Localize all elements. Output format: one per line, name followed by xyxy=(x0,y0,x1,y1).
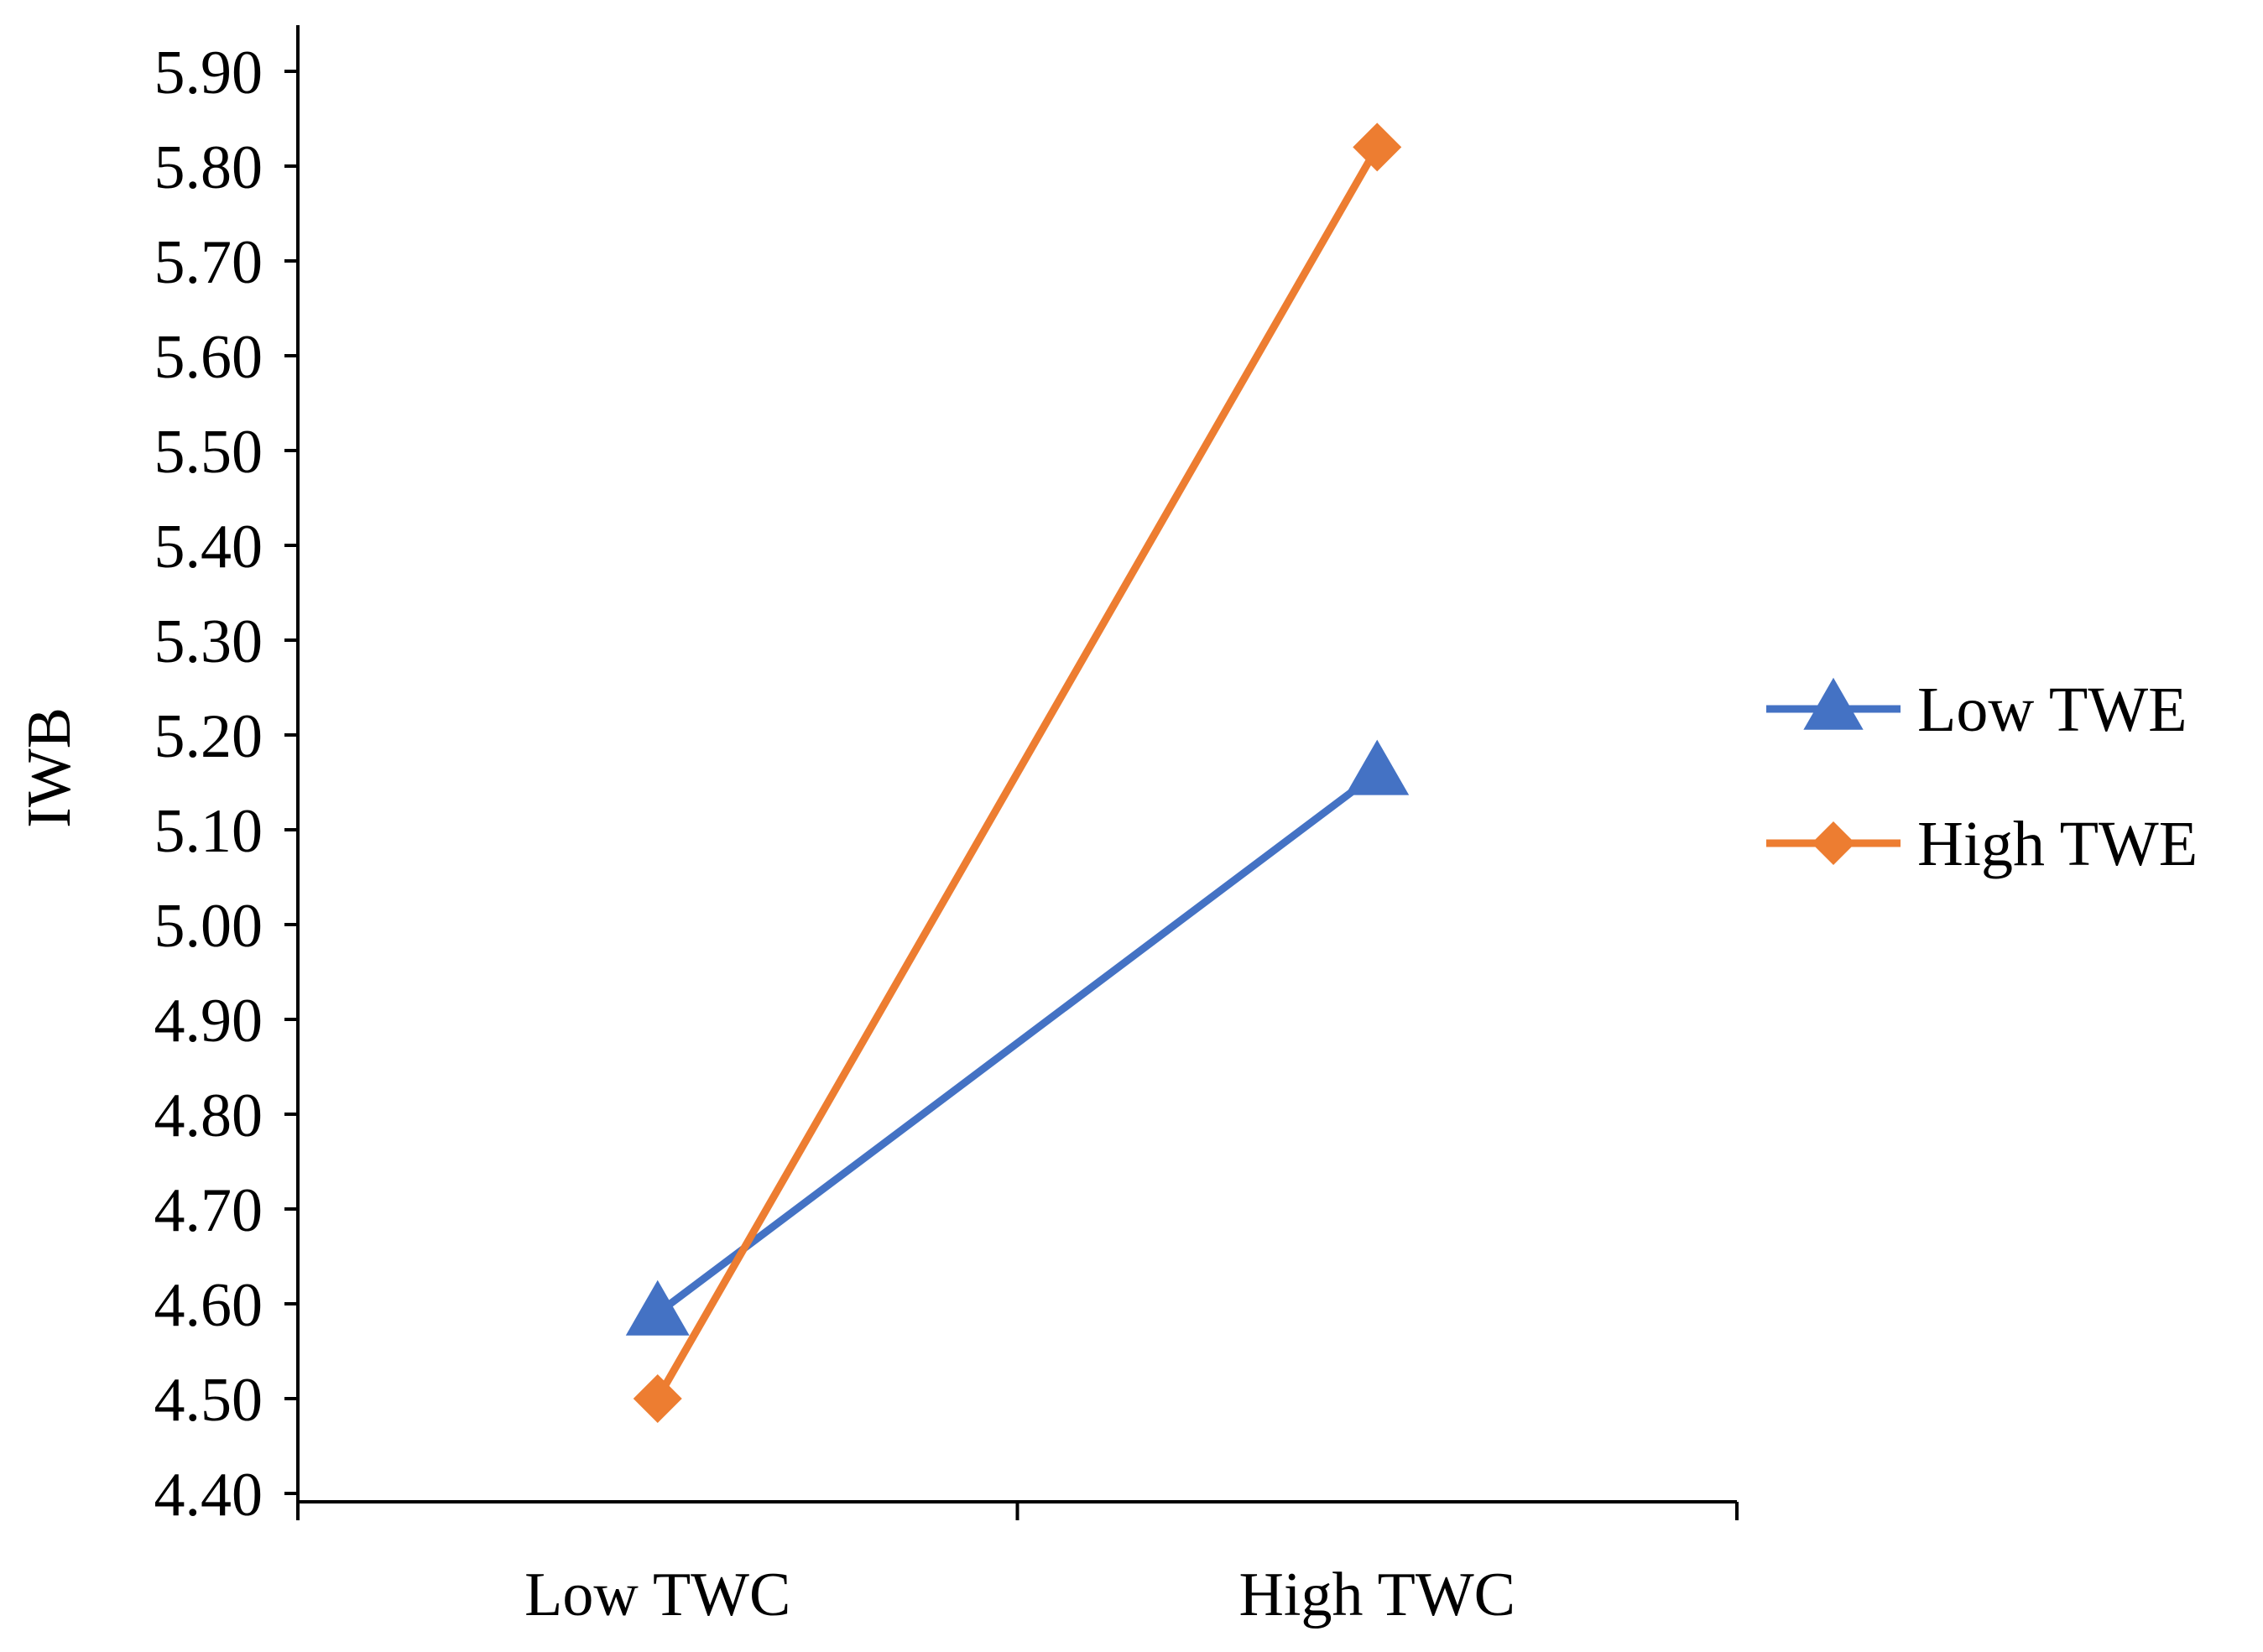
x-tick-label: Low TWC xyxy=(524,1561,790,1629)
legend-marker xyxy=(1812,821,1855,865)
y-tick-label: 4.60 xyxy=(154,1271,263,1340)
legend-item: High TWE xyxy=(1766,809,2198,879)
y-tick-label: 5.30 xyxy=(154,607,263,676)
y-tick-label: 5.50 xyxy=(154,418,263,487)
y-tick-label: 5.10 xyxy=(154,797,263,866)
y-tick-label: 5.20 xyxy=(154,702,263,771)
x-tick-label: High TWC xyxy=(1238,1561,1515,1629)
y-axis-title: IWB xyxy=(15,707,84,828)
y-tick-label: 5.00 xyxy=(154,892,263,961)
y-tick-label: 4.40 xyxy=(154,1461,263,1530)
y-tick-label: 5.60 xyxy=(154,323,263,392)
data-point-marker xyxy=(1353,122,1402,172)
y-tick-label: 4.70 xyxy=(154,1176,263,1245)
data-point-marker xyxy=(1345,739,1410,795)
data-point-marker xyxy=(633,1374,682,1423)
y-tick-label: 5.90 xyxy=(154,39,263,107)
y-tick-label: 4.50 xyxy=(154,1366,263,1435)
series-low-twe xyxy=(625,739,1410,1336)
series-line xyxy=(655,769,1379,1316)
x-ticks: Low TWC High TWC xyxy=(296,1502,1739,1629)
series-high-twe xyxy=(633,122,1402,1423)
series-line xyxy=(654,145,1381,1401)
legend-label: Low TWE xyxy=(1917,675,2187,745)
y-tick-label: 5.70 xyxy=(154,228,263,297)
legend-label: High TWE xyxy=(1917,809,2198,879)
y-tick-label: 4.90 xyxy=(154,987,263,1055)
series-layer xyxy=(625,122,1410,1423)
y-tick-label: 5.40 xyxy=(154,513,263,581)
y-ticks: 4.40 4.50 4.60 4.70 4.80 4.90 5.00 5.10 5.20 5.30… xyxy=(154,39,298,1530)
y-tick-label: 4.80 xyxy=(154,1081,263,1150)
legend-item: Low TWE xyxy=(1766,675,2187,745)
legend: Low TWE High TWE xyxy=(1766,675,2198,879)
legend-marker xyxy=(1803,677,1864,730)
data-point-marker xyxy=(625,1279,690,1336)
y-tick-label: 5.80 xyxy=(154,133,263,202)
axes xyxy=(296,25,1737,1503)
